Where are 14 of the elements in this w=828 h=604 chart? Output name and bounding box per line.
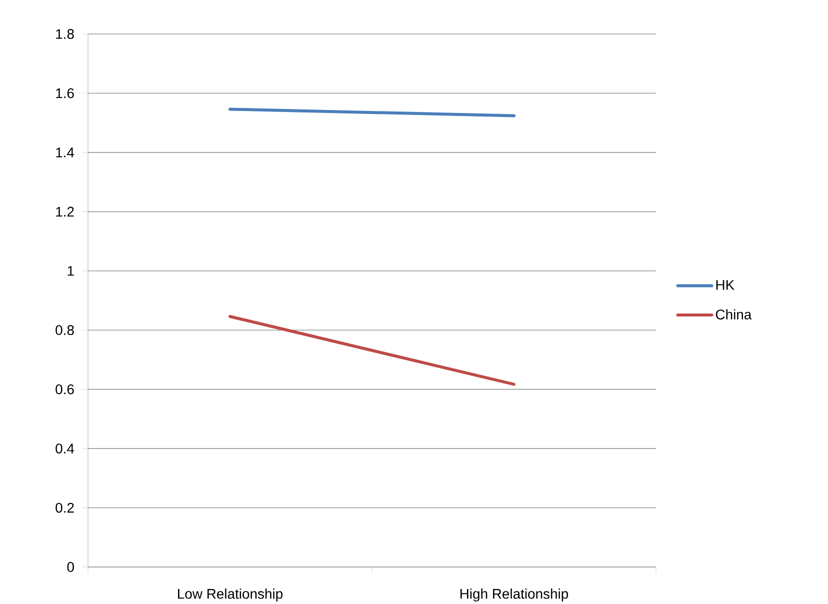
y-tick-label: 0.2: [56, 502, 74, 513]
y-tick-label: 1.2: [56, 206, 74, 217]
legend-label: China: [716, 309, 752, 320]
y-tick-label: 0.8: [56, 325, 74, 336]
x-tick-label: High Relationship: [460, 588, 568, 602]
y-tick-label: 0: [67, 562, 74, 572]
y-tick-label: 1: [68, 266, 74, 276]
legend-label: HK: [716, 280, 734, 290]
y-tick-label: 0.6: [56, 384, 74, 394]
y-tick-label: 1.4: [56, 148, 74, 158]
x-tick-label: Low Relationship: [178, 588, 282, 602]
y-tick-label: 1.6: [56, 88, 74, 98]
y-tick-label: 1.8: [56, 29, 74, 39]
y-tick-label: 0.4: [56, 444, 74, 454]
